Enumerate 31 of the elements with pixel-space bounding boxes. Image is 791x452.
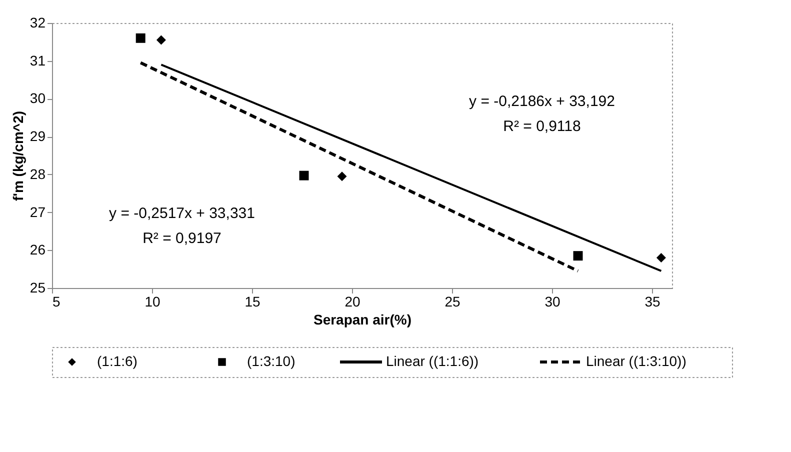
legend-label: Linear ((1:1:6)) <box>386 353 479 369</box>
x-tick-label: 10 <box>144 294 160 310</box>
y-tick-label: 28 <box>30 166 46 182</box>
y-axis-title: f'm (kg/cm^2) <box>10 110 26 202</box>
annotation: y = -0,2517x + 33,331 <box>109 205 255 222</box>
y-tick-label: 29 <box>30 128 46 144</box>
y-tick-label: 32 <box>30 14 46 30</box>
x-tick-label: 30 <box>544 294 560 310</box>
point <box>136 33 146 43</box>
y-tick-label: 26 <box>30 242 46 258</box>
legend-label: Linear ((1:3:10)) <box>586 353 686 369</box>
point <box>573 251 583 261</box>
x-axis-title: Serapan air(%) <box>313 312 412 328</box>
point <box>337 172 347 182</box>
legend-label: (1:1:6) <box>97 353 138 369</box>
y-tick-label: 31 <box>30 52 46 68</box>
x-tick-label: 15 <box>244 294 260 310</box>
x-tick-label: 5 <box>52 294 60 310</box>
point <box>156 35 166 45</box>
annotation: R² = 0,9197 <box>142 230 222 247</box>
legend-label: (1:3:10) <box>247 353 296 369</box>
annotation: y = -0,2186x + 33,192 <box>469 93 615 110</box>
x-tick-label: 25 <box>444 294 460 310</box>
y-tick-label: 30 <box>30 90 46 106</box>
x-tick-label: 35 <box>644 294 660 310</box>
y-tick-label: 25 <box>30 280 46 296</box>
point <box>656 252 666 262</box>
annotation: R² = 0,9118 <box>503 118 581 135</box>
point <box>299 170 309 180</box>
y-tick-label: 27 <box>30 204 46 220</box>
x-tick-label: 20 <box>344 294 360 310</box>
